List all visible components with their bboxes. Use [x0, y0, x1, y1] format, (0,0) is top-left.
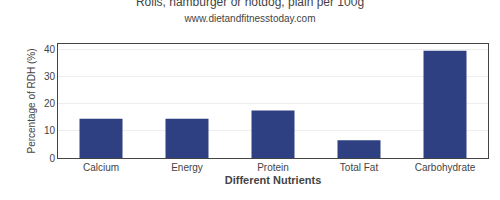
svg-text:Percentage of RDH (%): Percentage of RDH (%) — [26, 48, 37, 153]
svg-text:Carbohydrate: Carbohydrate — [415, 162, 476, 173]
svg-text:20: 20 — [44, 98, 56, 109]
svg-text:Total Fat: Total Fat — [340, 162, 379, 173]
svg-text:40: 40 — [44, 44, 56, 55]
svg-text:Energy: Energy — [171, 162, 203, 173]
svg-text:Calcium: Calcium — [83, 162, 119, 173]
svg-text:30: 30 — [44, 71, 56, 82]
svg-text:10: 10 — [44, 125, 56, 136]
svg-text:Rolls, hamburger or hotdog, pl: Rolls, hamburger or hotdog, plain per 10… — [136, 0, 364, 24]
svg-text:0: 0 — [49, 153, 55, 164]
svg-text:Different Nutrients: Different Nutrients — [225, 174, 322, 186]
svg-text:Protein: Protein — [257, 162, 289, 173]
